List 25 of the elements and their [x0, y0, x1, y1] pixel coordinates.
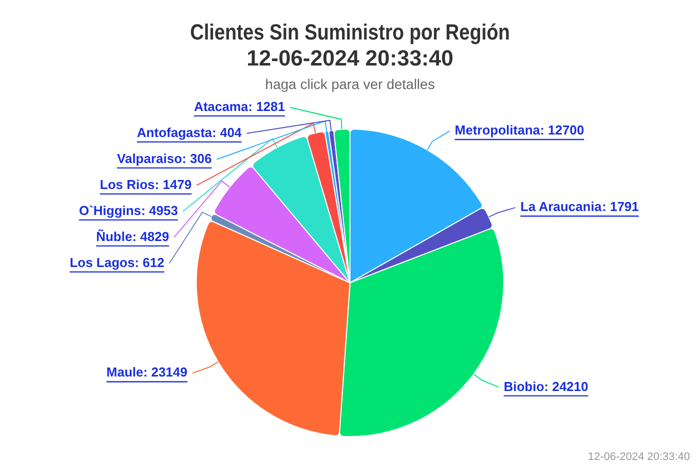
slice-label: La Araucania [520, 199, 602, 214]
data-label: : 12700 [540, 122, 584, 138]
slice-label: Antofagasta [136, 124, 213, 140]
data-label: : 612 [134, 254, 164, 270]
data-label: : 1479 [154, 176, 192, 192]
data-label: : 24210 [544, 378, 588, 394]
data-label: : 1791 [602, 199, 639, 214]
slice-label: Atacama [194, 98, 249, 114]
data-label: : 4953 [141, 202, 178, 218]
slice-label: Maule [106, 364, 144, 380]
slice-label: Ñuble [96, 228, 132, 244]
chart-subtitle: haga click para ver detalles [265, 76, 435, 92]
slice-label: Los Lagos [70, 254, 135, 270]
data-label: : 23149 [143, 364, 188, 380]
data-label: : 404 [212, 124, 242, 140]
text: 12-06-2024 20:33:40 [588, 451, 690, 464]
chart-title: Clientes Sin Suministro por Región 12-06-2024 20:33:40 [190, 20, 510, 71]
data-label: : 1281 [248, 98, 286, 114]
data-label: : 4829 [132, 228, 170, 244]
slice-label: Metropolitana [454, 122, 541, 138]
data-label: : 306 [182, 150, 212, 166]
slice-label: O`Higgins [78, 202, 142, 218]
slice-label: Biobio [504, 378, 544, 394]
slice-label: Los Rios [100, 176, 155, 192]
slice-label: Valparaiso [117, 150, 182, 166]
